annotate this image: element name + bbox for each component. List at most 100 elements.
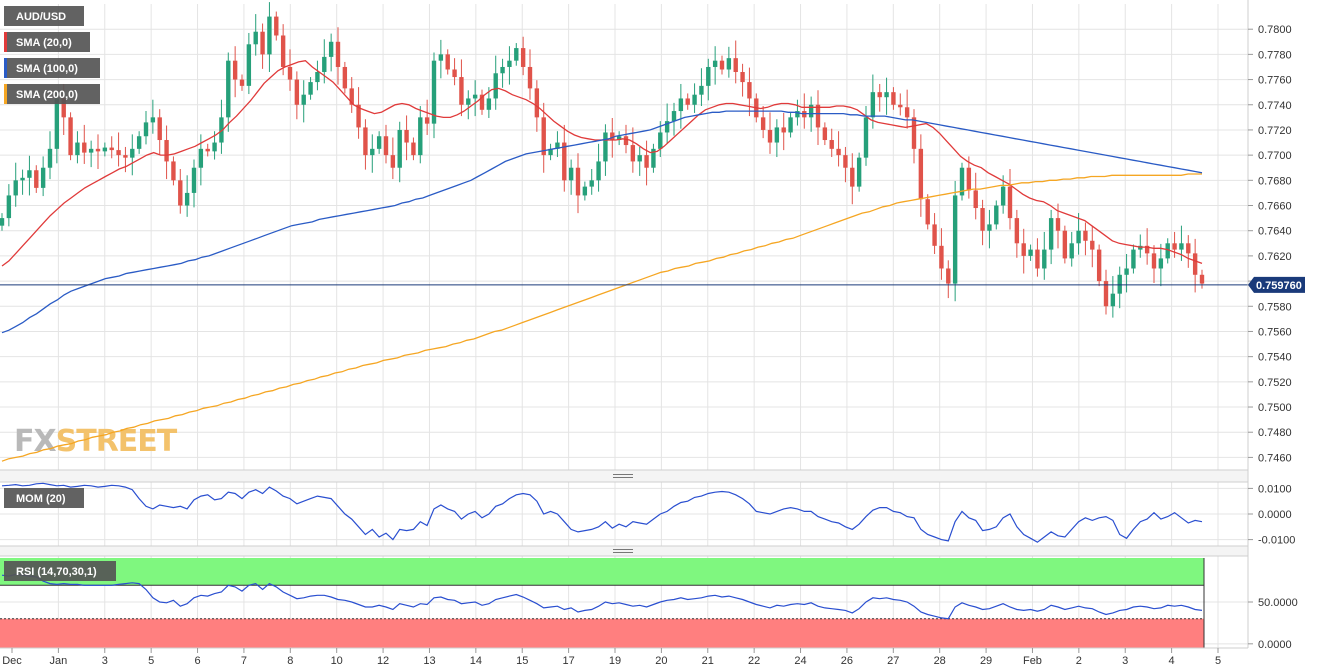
- rsi-panel: [1, 573, 1203, 620]
- x-tick-label: 7: [241, 655, 247, 667]
- candle: [685, 93, 690, 110]
- candle: [952, 180, 958, 302]
- candle: [260, 23, 265, 69]
- candle: [376, 131, 382, 154]
- y-tick-label: 0.7660: [1258, 201, 1292, 213]
- candle: [932, 213, 937, 255]
- legend-sma200[interactable]: SMA (200,0): [4, 84, 100, 104]
- candle: [68, 112, 73, 161]
- candle: [575, 153, 581, 214]
- candle: [1028, 244, 1033, 261]
- candle: [88, 140, 94, 168]
- momentum-line: [1, 482, 1203, 543]
- rsi-overbought-zone: [0, 558, 1204, 586]
- candle: [1165, 238, 1170, 264]
- y-tick-label: 0.7480: [1258, 427, 1292, 439]
- candle: [616, 131, 622, 146]
- candle: [226, 52, 231, 132]
- candle: [328, 33, 334, 72]
- price-tag-box: [1248, 276, 1305, 293]
- legend-symbol[interactable]: AUD/USD: [4, 6, 84, 26]
- x-tick-label: 28: [934, 655, 946, 667]
- x-tick-label: Feb: [1023, 655, 1042, 667]
- candle: [815, 90, 821, 146]
- candle: [191, 159, 197, 208]
- candle: [383, 124, 389, 164]
- svg-text:AUD/USD: AUD/USD: [16, 11, 66, 23]
- y-tick-label: 0.0000: [1258, 639, 1292, 651]
- x-tick-label: Dec: [2, 655, 22, 667]
- x-tick-label: 20: [655, 655, 667, 667]
- candle: [699, 68, 704, 107]
- x-tick-label: 13: [423, 655, 435, 667]
- rsi-oversold-zone: [0, 618, 1204, 648]
- x-tick-label: 10: [331, 655, 343, 667]
- candle: [1172, 231, 1177, 258]
- y-tick-label: 0.7740: [1258, 100, 1292, 112]
- candle: [980, 199, 985, 246]
- candle: [6, 184, 12, 227]
- y-tick-label: -0.0100: [1258, 535, 1295, 547]
- candle: [34, 165, 39, 193]
- legend-sma20[interactable]: SMA (20,0): [4, 32, 90, 52]
- candle: [466, 90, 471, 120]
- candle: [884, 77, 889, 115]
- candle: [658, 121, 663, 158]
- candle: [603, 124, 608, 176]
- y-tick-label: 0.7700: [1258, 150, 1292, 162]
- candle: [404, 115, 409, 161]
- legend-rsi[interactable]: RSI (14,70,30,1): [4, 561, 116, 581]
- candle: [1103, 269, 1109, 315]
- candle: [102, 142, 108, 157]
- candle: [301, 80, 306, 123]
- x-tick-label: 17: [562, 655, 574, 667]
- grid-lines: [0, 4, 1248, 648]
- x-tick-label: 19: [609, 655, 621, 667]
- candle: [1151, 245, 1157, 283]
- candle: [219, 99, 224, 154]
- candle: [280, 24, 286, 76]
- candle: [479, 89, 485, 115]
- candle: [1144, 228, 1150, 265]
- candle: [1021, 228, 1026, 274]
- x-tick-label: 15: [516, 655, 528, 667]
- candle: [678, 83, 684, 129]
- candle: [342, 61, 348, 94]
- candle: [630, 127, 636, 173]
- candle: [438, 39, 444, 79]
- candle: [651, 143, 656, 173]
- candle: [829, 128, 834, 158]
- candle: [274, 11, 279, 41]
- candle: [493, 55, 498, 110]
- fxstreet-watermark: FXSTREET: [14, 424, 179, 459]
- legend-momentum[interactable]: MOM (20): [4, 488, 84, 508]
- candle: [747, 67, 752, 117]
- candle: [1076, 213, 1081, 255]
- candle: [150, 99, 156, 134]
- x-tick-label: 3: [1122, 655, 1128, 667]
- candle: [781, 112, 786, 151]
- candle: [1131, 244, 1136, 274]
- y-tick-label: 0.7800: [1258, 24, 1292, 36]
- x-tick-label: 21: [702, 655, 714, 667]
- candle: [589, 168, 594, 195]
- candle: [27, 155, 32, 196]
- candle: [431, 52, 437, 139]
- candle: [267, 2, 272, 73]
- x-tick-label: 27: [887, 655, 899, 667]
- y-tick-label: 0.7460: [1258, 452, 1292, 464]
- candle: [939, 228, 944, 280]
- candle: [1035, 238, 1040, 277]
- candle: [870, 74, 876, 129]
- legend-sma100[interactable]: SMA (100,0): [4, 58, 100, 78]
- panel-divider-2[interactable]: [0, 545, 1248, 557]
- candle: [239, 74, 245, 91]
- candle: [47, 131, 53, 180]
- candle: [472, 80, 478, 117]
- candle: [171, 156, 176, 186]
- candle: [500, 58, 505, 88]
- y-tick-label: 0.7680: [1258, 175, 1292, 187]
- candle: [671, 102, 677, 136]
- panel-divider-1[interactable]: [0, 469, 1248, 483]
- candle: [143, 111, 149, 145]
